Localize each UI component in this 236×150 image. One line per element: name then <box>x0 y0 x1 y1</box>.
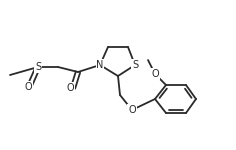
Text: O: O <box>128 105 136 115</box>
Text: O: O <box>151 69 159 79</box>
Text: S: S <box>132 60 138 70</box>
Text: O: O <box>66 83 74 93</box>
Text: O: O <box>24 82 32 92</box>
Text: S: S <box>35 62 41 72</box>
Text: N: N <box>96 60 104 70</box>
